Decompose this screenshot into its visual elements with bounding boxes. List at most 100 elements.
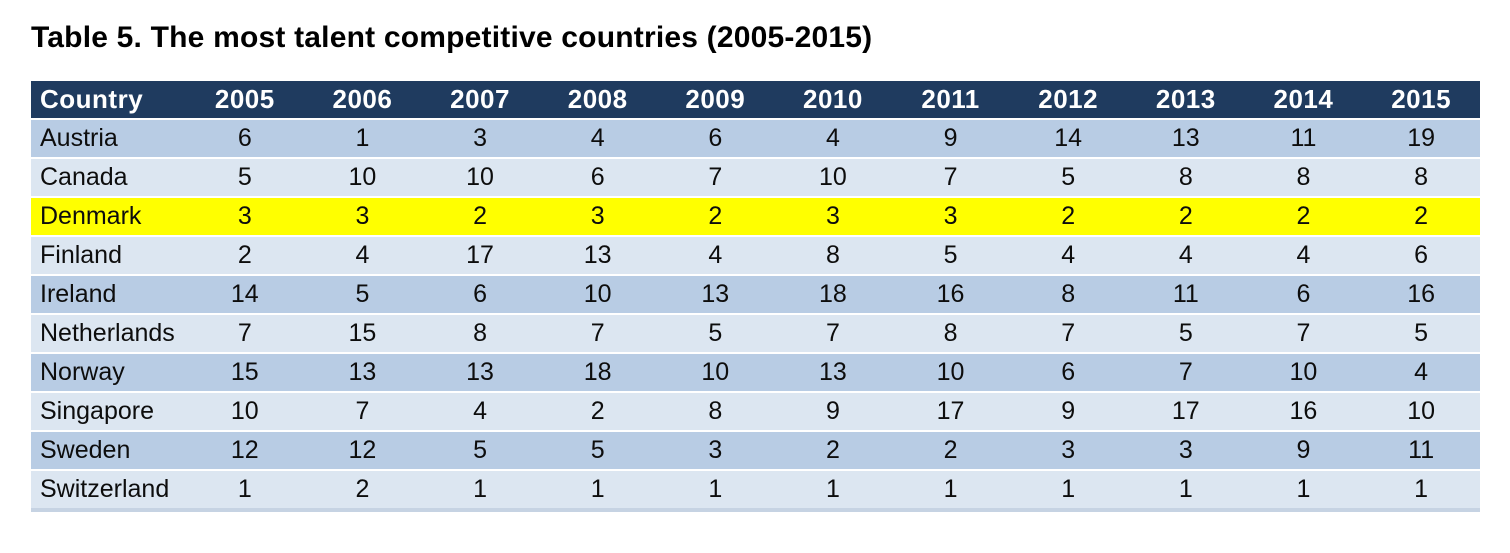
rank-cell: 9 <box>891 118 1010 157</box>
rank-cell: 2 <box>421 196 539 235</box>
rank-cell: 17 <box>1127 391 1245 430</box>
column-header-year-2011: 2011 <box>891 81 1010 118</box>
rank-cell: 2 <box>891 430 1010 469</box>
column-header-year-2013: 2013 <box>1127 81 1245 118</box>
table-row: Austria 6 1 3 4 6 4 9 14 13 11 19 <box>31 118 1480 157</box>
rank-cell: 4 <box>538 118 657 157</box>
table-row: Denmark 3 3 2 3 2 3 3 2 2 2 2 <box>31 196 1480 235</box>
rank-cell: 3 <box>538 196 657 235</box>
country-cell: Singapore <box>31 391 186 430</box>
country-cell: Austria <box>31 118 186 157</box>
rank-cell: 1 <box>1244 469 1363 512</box>
table-header: Country 2005 2006 2007 2008 2009 2010 2011 2012 2… <box>31 81 1480 118</box>
rank-cell: 10 <box>656 352 775 391</box>
rank-cell: 3 <box>421 118 539 157</box>
rank-cell: 1 <box>1127 469 1245 512</box>
rank-cell: 5 <box>303 274 422 313</box>
rank-cell: 6 <box>538 157 657 196</box>
rank-cell: 10 <box>186 391 304 430</box>
rank-cell: 10 <box>774 157 892 196</box>
rank-cell: 13 <box>421 352 539 391</box>
rank-cell: 7 <box>186 313 304 352</box>
rank-cell: 1 <box>1362 469 1480 512</box>
rank-cell: 1 <box>186 469 304 512</box>
rank-cell: 1 <box>421 469 539 512</box>
column-header-year-2010: 2010 <box>774 81 892 118</box>
rank-cell: 18 <box>538 352 657 391</box>
rank-cell: 10 <box>891 352 1010 391</box>
rank-cell: 12 <box>186 430 304 469</box>
table-row: Switzerland 1 2 1 1 1 1 1 1 1 1 1 <box>31 469 1480 512</box>
rank-cell: 13 <box>538 235 657 274</box>
rank-cell: 3 <box>186 196 304 235</box>
table-header-row: Country 2005 2006 2007 2008 2009 2010 2011 2012 2… <box>31 81 1480 118</box>
rank-cell: 16 <box>1244 391 1363 430</box>
rank-cell: 7 <box>1127 352 1245 391</box>
rank-cell: 4 <box>1009 235 1127 274</box>
table-row: Finland 2 4 17 13 4 8 5 4 4 4 6 <box>31 235 1480 274</box>
rank-cell: 9 <box>1244 430 1363 469</box>
rank-cell: 2 <box>186 235 304 274</box>
rank-cell: 11 <box>1362 430 1480 469</box>
rank-cell: 2 <box>774 430 892 469</box>
rank-cell: 5 <box>891 235 1010 274</box>
rank-cell: 10 <box>538 274 657 313</box>
rank-cell: 5 <box>1009 157 1127 196</box>
table-row: Ireland 14 5 6 10 13 18 16 8 11 6 16 <box>31 274 1480 313</box>
column-header-year-2006: 2006 <box>303 81 422 118</box>
rank-cell: 6 <box>1009 352 1127 391</box>
rank-cell: 14 <box>1009 118 1127 157</box>
rank-cell: 10 <box>421 157 539 196</box>
column-header-year-2012: 2012 <box>1009 81 1127 118</box>
rank-cell: 4 <box>656 235 775 274</box>
column-header-year-2009: 2009 <box>656 81 775 118</box>
country-cell: Ireland <box>31 274 186 313</box>
table-row: Netherlands 7 15 8 7 5 7 8 7 5 7 5 <box>31 313 1480 352</box>
rank-cell: 13 <box>774 352 892 391</box>
rank-cell: 2 <box>303 469 422 512</box>
rank-cell: 4 <box>303 235 422 274</box>
country-cell: Norway <box>31 352 186 391</box>
rank-cell: 3 <box>656 430 775 469</box>
rank-cell: 8 <box>1244 157 1363 196</box>
rank-cell: 10 <box>303 157 422 196</box>
table-row: Norway 15 13 13 18 10 13 10 6 7 10 4 <box>31 352 1480 391</box>
rank-cell: 8 <box>1009 274 1127 313</box>
rank-cell: 5 <box>538 430 657 469</box>
rank-cell: 5 <box>421 430 539 469</box>
table-caption: Table 5. The most talent competitive cou… <box>31 21 873 54</box>
rank-cell: 3 <box>774 196 892 235</box>
rank-cell: 4 <box>774 118 892 157</box>
rank-cell: 2 <box>1362 196 1480 235</box>
column-header-country: Country <box>31 81 186 118</box>
rank-cell: 8 <box>774 235 892 274</box>
talent-competitiveness-table: Country 2005 2006 2007 2008 2009 2010 2011 2012 2… <box>31 81 1480 512</box>
rank-cell: 16 <box>891 274 1010 313</box>
rank-cell: 1 <box>538 469 657 512</box>
country-cell: Finland <box>31 235 186 274</box>
rank-cell: 3 <box>891 196 1010 235</box>
rank-cell: 5 <box>656 313 775 352</box>
country-cell: Switzerland <box>31 469 186 512</box>
country-cell: Netherlands <box>31 313 186 352</box>
rank-cell: 3 <box>303 196 422 235</box>
rank-cell: 1 <box>303 118 422 157</box>
rank-cell: 5 <box>1362 313 1480 352</box>
rank-cell: 8 <box>1127 157 1245 196</box>
rank-cell: 9 <box>774 391 892 430</box>
rank-cell: 7 <box>1009 313 1127 352</box>
rank-cell: 4 <box>1127 235 1245 274</box>
column-header-year-2015: 2015 <box>1362 81 1480 118</box>
rank-cell: 7 <box>303 391 422 430</box>
rank-cell: 13 <box>656 274 775 313</box>
rank-cell: 14 <box>186 274 304 313</box>
column-header-year-2007: 2007 <box>421 81 539 118</box>
rank-cell: 18 <box>774 274 892 313</box>
rank-cell: 13 <box>303 352 422 391</box>
rank-cell: 16 <box>1362 274 1480 313</box>
rank-cell: 8 <box>656 391 775 430</box>
rank-cell: 4 <box>1244 235 1363 274</box>
column-header-year-2014: 2014 <box>1244 81 1363 118</box>
rank-cell: 2 <box>1127 196 1245 235</box>
rank-cell: 17 <box>891 391 1010 430</box>
